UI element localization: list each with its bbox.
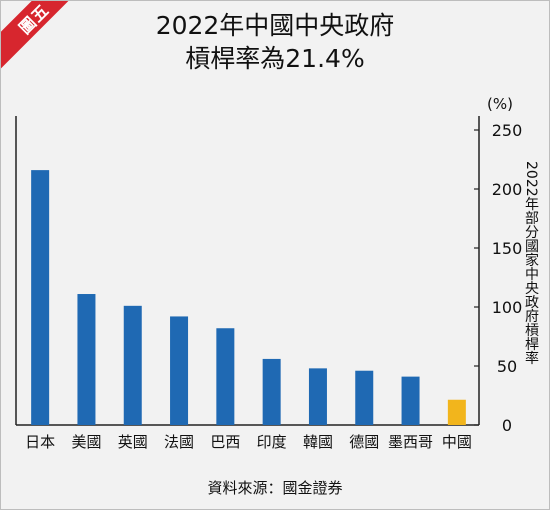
- bar-6: [308, 368, 327, 425]
- chart-title: 2022年中國中央政府 槓桿率為21.4%: [1, 9, 549, 75]
- x-tick-label: 英國: [118, 433, 148, 451]
- y-tick-label: 150: [492, 239, 523, 258]
- x-tick-label: 德國: [349, 433, 379, 451]
- x-tick-label: 墨西哥: [388, 433, 433, 451]
- x-tick-label: 印度: [257, 433, 287, 451]
- bar-4: [216, 328, 235, 425]
- x-tick-label: 韓國: [303, 433, 333, 451]
- bar-8: [401, 376, 420, 425]
- bar-chart: 0 50 100 150 200 250 日本 美國 英國 法國 巴西 印度 韓國 德國 墨西哥 中國: [15, 116, 523, 451]
- chart-title-line-1: 2022年中國中央政府: [155, 11, 395, 40]
- source-note: 資料來源：國金證券: [207, 479, 343, 497]
- bar-7: [355, 370, 374, 425]
- y-axis-unit: (%): [487, 95, 513, 113]
- bar-5: [262, 358, 281, 425]
- bar-3: [170, 316, 189, 425]
- x-tick-label: 法國: [164, 433, 194, 451]
- bar-2: [123, 305, 142, 425]
- x-tick-label: 日本: [25, 433, 55, 451]
- y-axis-label: 2022年部分國家中央政府槓桿率: [523, 161, 539, 365]
- bar-0: [31, 170, 50, 425]
- y-tick-label: 250: [492, 121, 523, 140]
- bar-1: [77, 294, 96, 425]
- bar-9: [447, 399, 466, 425]
- chart-title-line-2: 槓桿率為21.4%: [185, 44, 365, 73]
- y-tick-label: 200: [492, 180, 523, 199]
- x-tick-label: 巴西: [210, 433, 240, 451]
- y-tick-label: 50: [497, 357, 517, 376]
- y-tick-label: 0: [502, 416, 512, 435]
- x-tick-label: 美國: [71, 433, 101, 451]
- y-tick-label: 100: [492, 298, 523, 317]
- x-tick-label: 中國: [442, 433, 472, 451]
